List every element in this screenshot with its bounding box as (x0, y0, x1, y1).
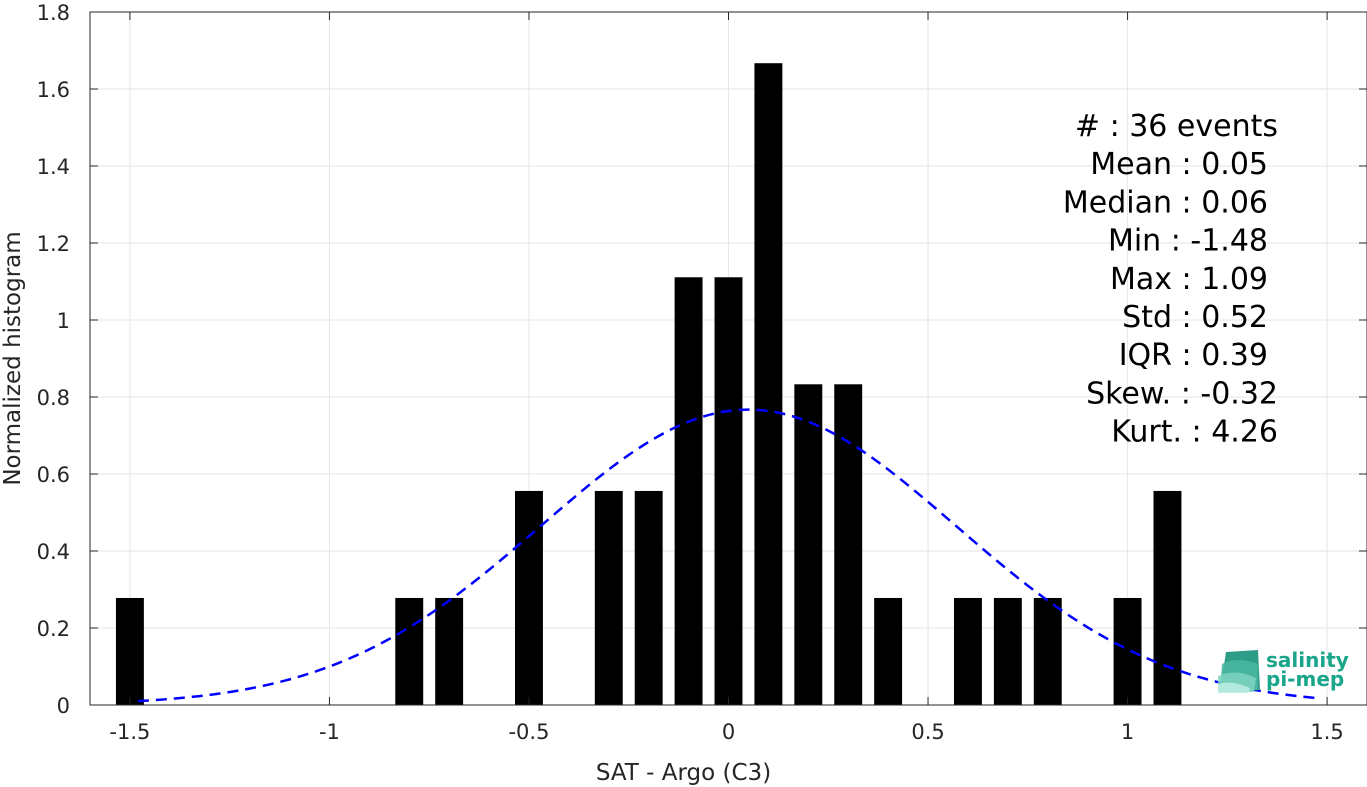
histogram-bar (395, 597, 424, 705)
y-tick-label: 1.8 (37, 1, 70, 25)
gaussian-fit-curve (137, 408, 1320, 703)
histogram-bars (115, 63, 1182, 705)
stat-line: Min : -1.48 (1108, 224, 1268, 259)
stat-line: Std : 0.52 (1122, 300, 1268, 335)
stat-line: # : 36 events (1075, 109, 1278, 144)
stat-line: IQR : 0.39 (1119, 338, 1268, 373)
x-axis-label: SAT - Argo (C3) (596, 760, 771, 786)
histogram-bar (754, 63, 783, 705)
y-axis-label: Normalized histogram (0, 231, 26, 485)
y-tick-label: 1.4 (37, 155, 70, 179)
stat-line: Kurt. : 4.26 (1111, 415, 1278, 450)
y-tick-label: 1.2 (37, 232, 70, 256)
x-tick-label: -1 (319, 720, 340, 744)
y-tick-label: 0.6 (37, 463, 70, 487)
histogram-bar (435, 597, 464, 705)
x-tick-label: -0.5 (508, 720, 549, 744)
logo-wave-icon (1218, 650, 1260, 693)
y-tick-label: 0.4 (37, 540, 70, 564)
stat-line: Skew. : -0.32 (1086, 376, 1278, 411)
y-tick-label: 0.8 (37, 386, 70, 410)
histogram-bar (634, 490, 663, 705)
stat-line: Median : 0.06 (1063, 185, 1268, 220)
histogram-bar (1153, 490, 1182, 705)
histogram-bar (714, 277, 743, 705)
histogram-bar (993, 597, 1022, 705)
y-tick-label: 1 (57, 309, 70, 333)
logo-text-salinity: salinity (1266, 648, 1349, 672)
x-tick-label: -1.5 (109, 720, 150, 744)
salinity-pi-mep-logo: salinity pi-mep (1218, 648, 1349, 693)
logo-text-pi-mep: pi-mep (1266, 667, 1344, 691)
x-tick-label: 1 (1121, 720, 1134, 744)
histogram-bar (874, 597, 903, 705)
histogram-bar (1033, 597, 1062, 705)
y-tick-labels: 0 0.2 0.4 0.6 0.8 1 1.2 1.4 1.6 1.8 (37, 1, 70, 718)
y-tick-label: 0.2 (37, 617, 70, 641)
histogram-bar (1113, 597, 1142, 705)
x-tick-labels: -1.5 -1 -0.5 0 0.5 1 1.5 (109, 720, 1343, 744)
histogram-bar (794, 384, 823, 705)
histogram-bar (953, 597, 982, 705)
histogram-bar (515, 490, 543, 705)
x-tick-label: 0.5 (911, 720, 944, 744)
y-tick-label: 1.6 (37, 78, 70, 102)
histogram-bar (834, 384, 863, 705)
x-tick-label: 0 (722, 720, 735, 744)
stat-line: Max : 1.09 (1110, 262, 1268, 297)
histogram-bar (115, 597, 144, 705)
histogram-bar (594, 490, 623, 705)
axis-ticks (90, 11, 1367, 706)
x-tick-label: 1.5 (1310, 720, 1343, 744)
y-tick-label: 0 (57, 694, 70, 718)
histogram-bar (674, 277, 703, 705)
stat-line: Mean : 0.05 (1090, 147, 1268, 182)
